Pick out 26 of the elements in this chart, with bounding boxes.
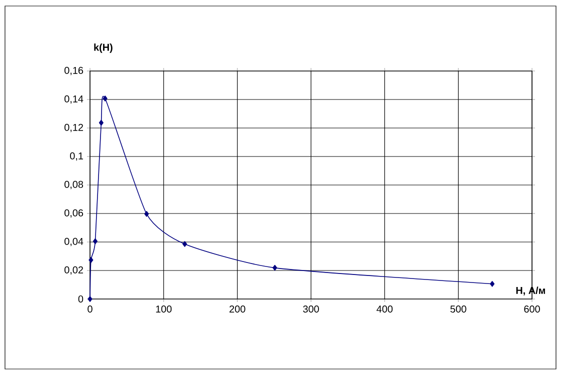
y-tick-label: 0,1 — [70, 152, 84, 161]
point — [92, 238, 98, 244]
point — [144, 211, 149, 217]
point — [88, 257, 94, 263]
y-tick-label: 0,08 — [64, 180, 84, 190]
point — [490, 280, 495, 287]
x-tick-label: 300 — [303, 306, 319, 313]
point — [98, 120, 104, 126]
y-tick-label: 0,06 — [64, 209, 84, 218]
x-tick-label: 200 — [230, 306, 246, 313]
y-tick-label: 0 — [78, 295, 84, 303]
x-tick-label: 600 — [524, 306, 540, 313]
y-tick-label: 0,02 — [64, 266, 83, 275]
point — [88, 296, 92, 302]
x-tick-label: 500 — [450, 306, 466, 313]
y-tick-label: 0,04 — [64, 238, 84, 246]
x-tick-label: 0 — [88, 306, 92, 313]
point — [102, 96, 108, 102]
point — [182, 241, 188, 247]
point — [272, 264, 278, 271]
y-axis-title: k(H) — [94, 44, 112, 53]
x-tick-label: 100 — [156, 306, 172, 313]
x-tick-label: 400 — [376, 306, 393, 313]
y-tick-label: 0,14 — [64, 95, 84, 104]
y-tick-label: 0,16 — [64, 66, 84, 76]
y-tick-label: 0,12 — [64, 124, 83, 132]
